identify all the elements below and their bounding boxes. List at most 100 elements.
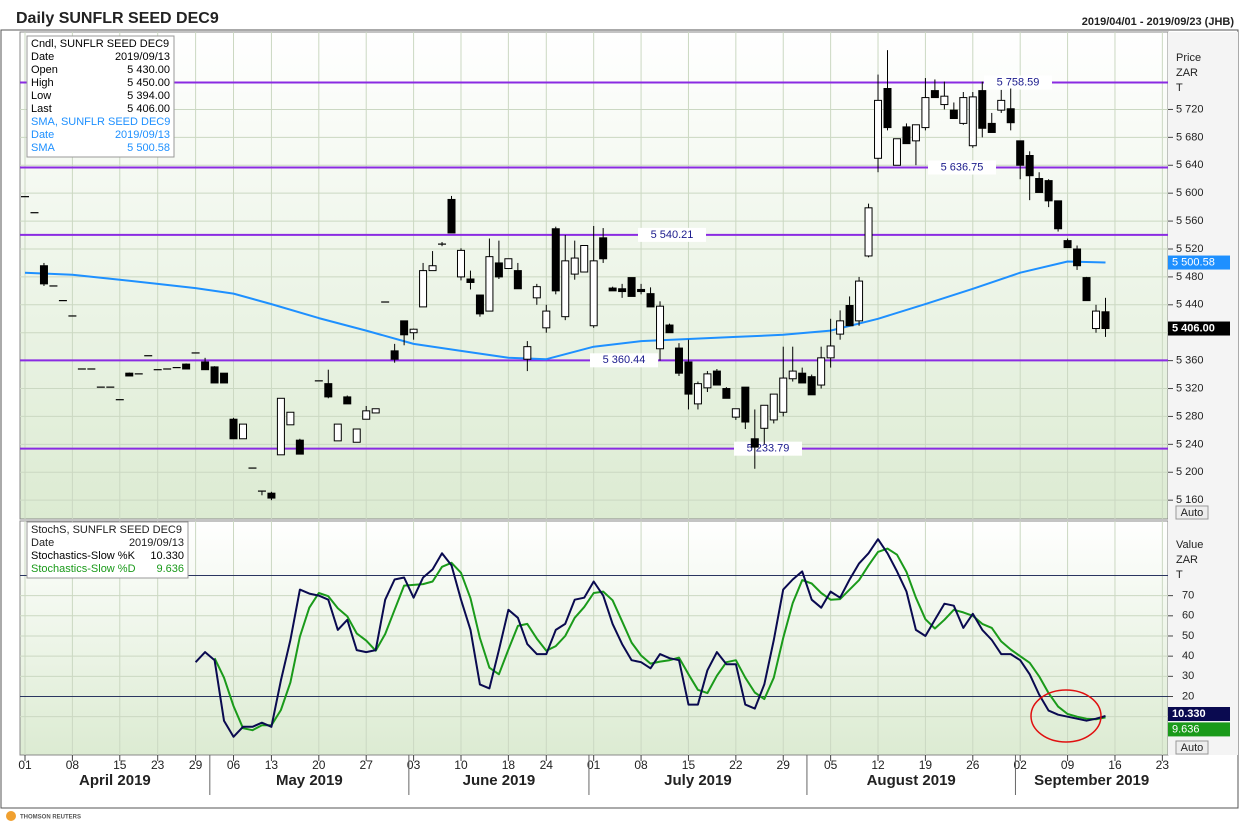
candle-body	[826, 345, 835, 359]
candle-body	[769, 393, 778, 421]
y-axis-header: T	[1176, 569, 1183, 581]
candle-body	[362, 410, 371, 420]
level-label-bg	[984, 75, 1052, 90]
axis-area	[1168, 32, 1238, 755]
info-value: 2019/09/13	[115, 129, 170, 141]
candle-body	[589, 260, 598, 327]
x-tick-label: 10	[454, 758, 468, 772]
candle-body	[125, 372, 134, 377]
level-label: 5 636.75	[941, 161, 984, 173]
candle-body	[731, 408, 740, 418]
candle-body	[836, 320, 845, 335]
candle-body	[892, 138, 901, 166]
level-label-bg	[928, 160, 996, 175]
x-tick-label: 20	[312, 758, 326, 772]
x-tick-label: 27	[360, 758, 374, 772]
candle-body	[608, 287, 617, 292]
y-tick-label: 5 200	[1176, 466, 1204, 478]
y-axis-header: T	[1176, 82, 1183, 94]
info-label: Low	[31, 90, 51, 102]
month-label: September 2019	[1034, 772, 1149, 789]
y-tick-label: 70	[1182, 590, 1194, 602]
candle-body	[229, 418, 238, 440]
candle-body	[1044, 180, 1053, 202]
x-tick-label: 16	[1108, 758, 1122, 772]
info-value: 5 450.00	[127, 77, 170, 89]
candle-body	[267, 492, 276, 499]
candle-body	[741, 386, 750, 423]
candle-body	[551, 228, 560, 292]
x-tick-label: 13	[265, 758, 279, 772]
value-badge-label: 5 500.58	[1172, 256, 1215, 268]
candle-body	[1063, 240, 1072, 249]
candle-body	[722, 388, 731, 399]
x-tick-label: 29	[189, 758, 203, 772]
candle-body	[580, 244, 589, 273]
y-tick-label: 60	[1182, 610, 1194, 622]
candle-body	[447, 198, 456, 234]
candle-body	[930, 90, 939, 99]
auto-button[interactable]	[1175, 740, 1209, 755]
candle-body	[921, 97, 930, 129]
value-badge	[1168, 722, 1230, 737]
info-label: Date	[31, 537, 54, 549]
month-label: May 2019	[276, 772, 343, 789]
x-tick-label: 08	[634, 758, 648, 772]
candle-body	[997, 99, 1006, 111]
y-tick-label: 5 360	[1176, 355, 1204, 367]
candle-body	[959, 97, 968, 124]
info-value: 5 500.58	[127, 142, 170, 154]
value-badge-label: 10.330	[1172, 708, 1206, 720]
footer: THOMSON REUTERS	[20, 815, 81, 821]
y-tick-label: 5 280	[1176, 410, 1204, 422]
y-tick-label: 5 160	[1176, 494, 1204, 506]
candle-body	[911, 124, 920, 142]
y-tick-label: 5 240	[1176, 438, 1204, 450]
candle-body	[504, 258, 513, 270]
candle-body	[949, 109, 958, 120]
candle-body	[779, 377, 788, 413]
candle-body	[400, 320, 409, 336]
auto-button-label[interactable]: Auto	[1181, 507, 1204, 519]
level-label: 5 758.59	[997, 76, 1040, 88]
candle-body	[599, 237, 608, 260]
candle-body	[807, 376, 816, 396]
info-label: Open	[31, 64, 58, 76]
x-tick-label: 15	[682, 758, 696, 772]
candle-body	[656, 305, 665, 350]
candle-body	[333, 423, 342, 442]
info-heading: Cndl, SUNFLR SEED DEC9	[31, 38, 169, 50]
auto-button[interactable]	[1175, 505, 1209, 520]
x-tick-label: 06	[227, 758, 241, 772]
candle-body	[1082, 277, 1091, 302]
candle-body	[1101, 311, 1110, 330]
x-tick-label: 22	[729, 758, 743, 772]
y-tick-label: 5 640	[1176, 159, 1204, 171]
auto-button-label[interactable]: Auto	[1181, 742, 1204, 754]
candle-body	[760, 404, 769, 429]
legend-value: 10.330	[150, 550, 184, 562]
candle-body	[883, 88, 892, 129]
info-label: Date	[31, 51, 54, 63]
x-tick-label: 15	[113, 758, 127, 772]
logo	[6, 811, 16, 821]
y-tick-label: 40	[1182, 650, 1194, 662]
info-heading: SMA, SUNFLR SEED DEC9	[31, 116, 170, 128]
y-axis-header: ZAR	[1176, 67, 1198, 79]
y-tick-label: 5 680	[1176, 131, 1204, 143]
candle-body	[855, 280, 864, 322]
info-label: SMA	[31, 142, 56, 154]
x-tick-label: 09	[1061, 758, 1075, 772]
month-label: July 2019	[664, 772, 732, 789]
y-axis-header: ZAR	[1176, 554, 1198, 566]
candle-body	[693, 383, 702, 405]
candle-body	[1092, 310, 1101, 330]
y-tick-label: 5 480	[1176, 271, 1204, 283]
candle-body	[627, 277, 636, 297]
legend-value: 9.636	[156, 563, 184, 575]
candle-body	[570, 257, 579, 275]
candle-body	[513, 270, 522, 290]
month-label: August 2019	[867, 772, 956, 789]
value-badge-label: 9.636	[1172, 723, 1200, 735]
y-tick-label: 5 560	[1176, 215, 1204, 227]
